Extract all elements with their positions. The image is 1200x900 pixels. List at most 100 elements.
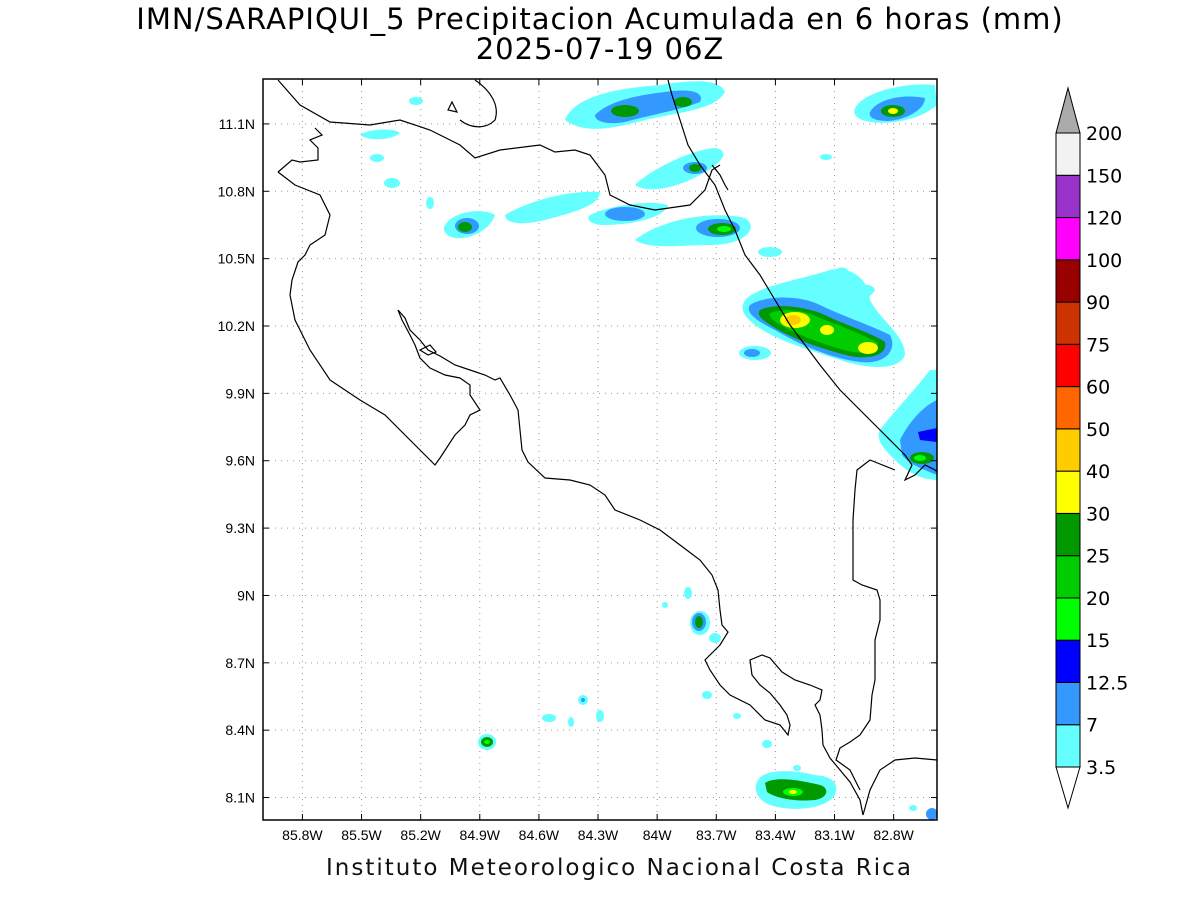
precip-core [484, 740, 490, 744]
precip-area-small [815, 267, 848, 298]
axis-ticks: 85.8W 85.5W 85.2W 84.9W 84.6W 84.3W 84W 83.7W 83… [218, 79, 937, 843]
precip-dot [370, 154, 384, 162]
precip-dot [926, 808, 937, 820]
colorbar-label: 15 [1086, 630, 1110, 652]
colorbar-label: 40 [1086, 461, 1110, 483]
precip-dot [762, 740, 772, 748]
colorbar-label: 120 [1086, 208, 1122, 230]
y-tick-label: 9.6N [225, 453, 255, 469]
colorbar-bottom-arrow [1055, 766, 1081, 810]
x-tick-label: 85.8W [282, 827, 323, 843]
precip-area-small [360, 129, 400, 140]
map-area: 85.8W 85.5W 85.2W 84.9W 84.6W 84.3W 84W 83.7W 83… [218, 78, 938, 843]
river-north [711, 164, 729, 191]
colorbar-swatch [1055, 470, 1081, 514]
precip-dot [793, 765, 801, 771]
panama-border [835, 459, 896, 791]
colorbar-label: 100 [1086, 250, 1122, 272]
colorbar-label: 90 [1086, 292, 1110, 314]
colorbar-swatch [1055, 301, 1081, 345]
precip-dot [662, 602, 668, 608]
y-tick-label: 9.3N [225, 520, 255, 536]
precip-dot [909, 805, 917, 811]
precip-core [858, 342, 878, 354]
colorbar-swatch [1055, 724, 1081, 768]
colorbar-label: 50 [1086, 419, 1110, 441]
panama-coast [862, 757, 937, 816]
precip-core [888, 108, 898, 114]
colorbar-swatch [1055, 217, 1081, 261]
y-tick-label: 8.1N [225, 790, 255, 806]
map-frame [262, 78, 938, 821]
precip-dot [733, 713, 741, 719]
coastlines-borders [277, 79, 937, 816]
nicaragua-cr-border [277, 79, 721, 211]
precip-core [789, 790, 797, 794]
colorbar-label: 75 [1086, 334, 1110, 356]
precip-dot [758, 247, 782, 257]
nicaragua-coast-west [277, 127, 324, 173]
x-tick-label: 85.5W [341, 827, 382, 843]
colorbar-label: 150 [1086, 165, 1122, 187]
precip-core [605, 207, 645, 221]
colorbar-swatch [1055, 681, 1081, 726]
precip-dot [684, 587, 692, 599]
colorbar-label: 30 [1086, 503, 1110, 525]
x-tick-label: 84.9W [460, 827, 501, 843]
map-title: IMN/SARAPIQUI_5 Precipitacion Acumulada … [136, 2, 1064, 36]
footer-credit: Instituto Meteorologico Nacional Costa R… [326, 855, 913, 881]
y-tick-label: 10.8N [218, 183, 255, 199]
precip-core [914, 455, 926, 461]
colorbar-swatch [1055, 428, 1081, 472]
precip-dot [409, 97, 423, 105]
colorbar-swatch [1055, 597, 1081, 641]
caribbean-coast [667, 79, 937, 482]
colorbar-swatch [1055, 174, 1081, 219]
x-tick-label: 83.7W [696, 827, 737, 843]
y-tick-label: 10.5N [218, 251, 255, 267]
x-tick-label: 83.1W [814, 827, 855, 843]
precip-dot [702, 691, 712, 699]
precip-dot [568, 717, 574, 727]
grid-lines [263, 79, 937, 820]
x-tick-label: 84W [643, 827, 673, 843]
precip-dot [744, 349, 760, 357]
precip-core [611, 105, 639, 117]
colorbar-label: 60 [1086, 377, 1110, 399]
y-tick-label: 11.1N [219, 116, 255, 132]
colorbar-swatch [1055, 386, 1081, 430]
precip-dot [542, 714, 556, 722]
island-north [447, 100, 459, 113]
y-tick-label: 8.7N [225, 655, 255, 671]
precip-dot [426, 197, 434, 209]
precip-dot [384, 178, 400, 188]
y-tick-label: 9.9N [225, 385, 255, 401]
colorbar-label: 7 [1086, 715, 1098, 737]
colorbar-swatch [1055, 555, 1081, 599]
precip-core [717, 226, 731, 232]
y-tick-label: 9N [237, 587, 255, 603]
colorbar-swatch [1055, 512, 1081, 557]
precip-core [695, 616, 703, 628]
colorbar-swatch [1055, 259, 1081, 303]
x-tick-label: 85.2W [400, 827, 441, 843]
precip-core [689, 164, 701, 172]
small-island [418, 344, 438, 356]
precip-area-small [848, 284, 875, 299]
map-date: 2025-07-19 06Z [475, 32, 725, 66]
precip-core [458, 222, 472, 232]
lake-nicaragua-shore [459, 79, 497, 128]
precip-dot [820, 154, 832, 160]
x-tick-label: 84.3W [578, 827, 619, 843]
colorbar-label: 3.5 [1086, 757, 1116, 779]
y-tick-label: 8.4N [225, 722, 255, 738]
precip-dot [596, 710, 604, 722]
colorbar-swatch [1055, 132, 1081, 176]
y-tick-label: 10.2N [218, 318, 255, 334]
precip-area-n3 [505, 191, 600, 224]
pacific-coast [277, 171, 864, 816]
x-tick-label: 83.4W [755, 827, 796, 843]
colorbar-label: 200 [1086, 123, 1122, 145]
colorbar-label: 20 [1086, 588, 1110, 610]
